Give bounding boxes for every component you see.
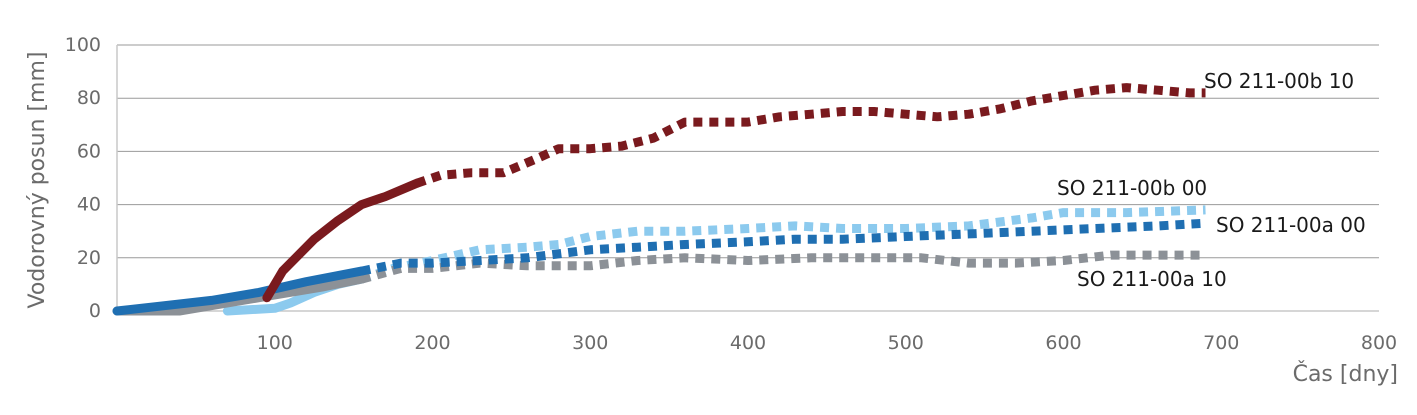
series-solid-line (112, 274, 366, 316)
x-tick-label: 200 (414, 332, 450, 354)
x-tick-labels: 100 200 300 400 500 600 700 800 (257, 332, 1398, 354)
y-tick-label: 0 (89, 300, 101, 322)
series-lines (112, 83, 1206, 316)
y-tick-labels: 0 20 40 60 80 100 (65, 34, 101, 322)
x-tick-label: 400 (730, 332, 766, 354)
y-tick-label: 20 (77, 247, 101, 269)
grid (117, 44, 1379, 259)
series-label-b10: SO 211-00b 10 (1204, 69, 1354, 93)
x-tick-label: 600 (1045, 332, 1081, 354)
series-dotted-line (415, 83, 1206, 188)
x-tick-label: 800 (1361, 332, 1397, 354)
series-solid-line (262, 178, 422, 303)
series-solid-line (112, 266, 366, 316)
x-tick-label: 500 (888, 332, 924, 354)
series-dotted-line (360, 205, 1206, 284)
x-tick-label: 100 (257, 332, 293, 354)
x-axis-title: Čas [dny] (1293, 361, 1398, 387)
x-tick-label: 700 (1203, 332, 1239, 354)
series-label-b00: SO 211-00b 00 (1057, 176, 1207, 200)
y-tick-label: 80 (77, 87, 101, 109)
series-label-a10: SO 211-00a 10 (1077, 267, 1227, 291)
series-label-a00: SO 211-00a 00 (1216, 213, 1366, 237)
y-axis-title: Vodorovný posun [mm] (25, 51, 50, 308)
x-tick-label: 300 (572, 332, 608, 354)
series-dotted-line (360, 250, 1206, 284)
y-tick-label: 40 (77, 194, 101, 216)
y-tick-label: 60 (77, 140, 101, 162)
series-dotted-line (360, 218, 1206, 276)
y-tick-label: 100 (65, 34, 101, 56)
